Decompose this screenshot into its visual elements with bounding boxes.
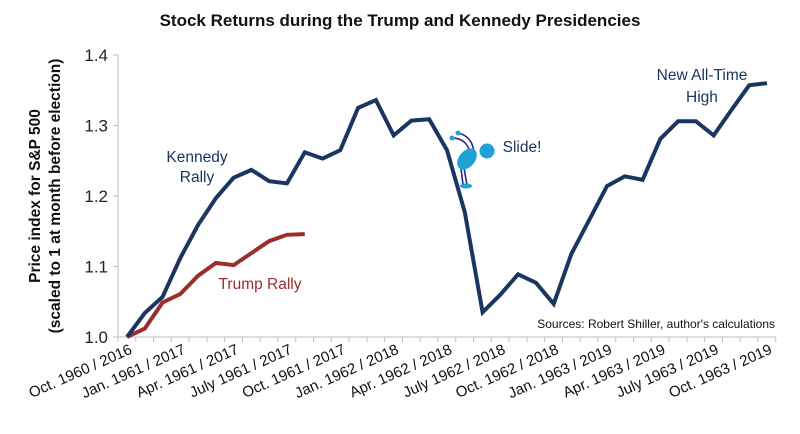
annotation-new-high-line-2: High — [686, 89, 718, 106]
slide-figure-icon — [449, 130, 495, 189]
y-axis-label-line-1: Price index for S&P 500 — [27, 109, 44, 283]
y-axis-label-line-2: (scaled to 1 at month before election) — [47, 59, 64, 334]
annotation-kennedy-line-2: Rally — [180, 169, 215, 186]
annotation-kennedy-rally: Kennedy Rally — [166, 149, 227, 186]
annotation-trump-rally: Trump Rally — [219, 276, 302, 293]
annotation-kennedy-line-1: Kennedy — [166, 149, 227, 166]
source-note: Sources: Robert Shiller, author's calcul… — [537, 317, 775, 331]
y-tick-label: 1.2 — [84, 187, 108, 206]
y-tick-label: 1.3 — [84, 117, 108, 136]
series-layer — [125, 81, 768, 339]
y-axis: 1.0 1.1 1.2 1.3 1.4 — [84, 46, 119, 347]
y-tick-label: 1.0 — [84, 328, 108, 347]
annotation-new-high-line-1: New All-Time — [657, 67, 748, 84]
y-axis-label: Price index for S&P 500 (scaled to 1 at … — [27, 59, 64, 334]
annotation-slide: Slide! — [503, 139, 542, 156]
annotation-new-high: New All-Time High — [657, 67, 748, 106]
y-tick-label: 1.1 — [84, 258, 108, 277]
y-tick-label: 1.4 — [84, 46, 108, 65]
chart-title: Stock Returns during the Trump and Kenne… — [160, 11, 641, 30]
series-line-kennedy — [125, 81, 768, 339]
